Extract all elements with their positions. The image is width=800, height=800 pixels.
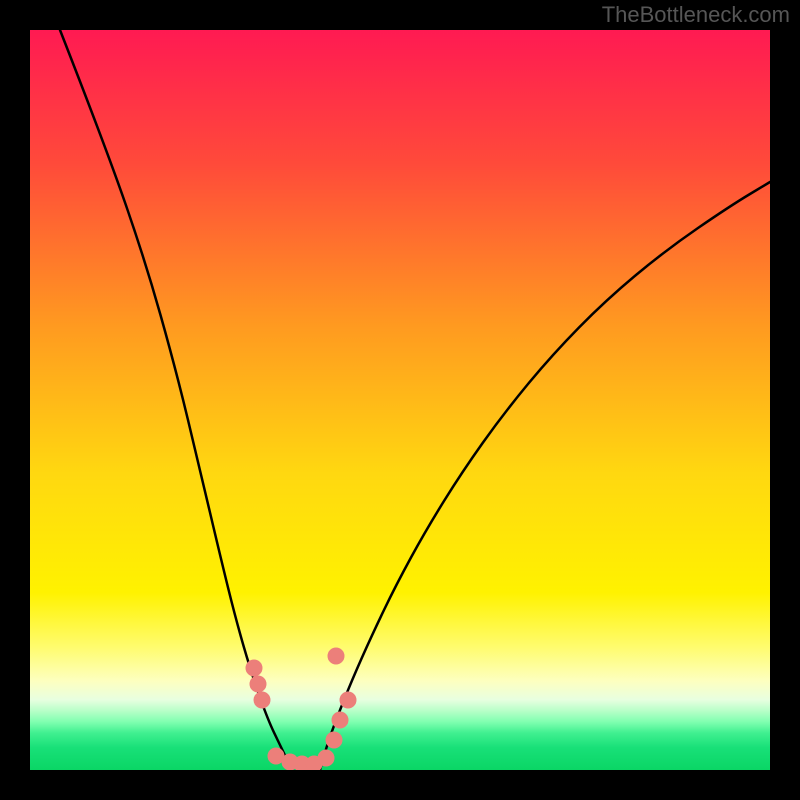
chart-container: TheBottleneck.com bbox=[0, 0, 800, 800]
plot-background-gradient bbox=[30, 30, 770, 770]
watermark-text: TheBottleneck.com bbox=[602, 2, 790, 28]
